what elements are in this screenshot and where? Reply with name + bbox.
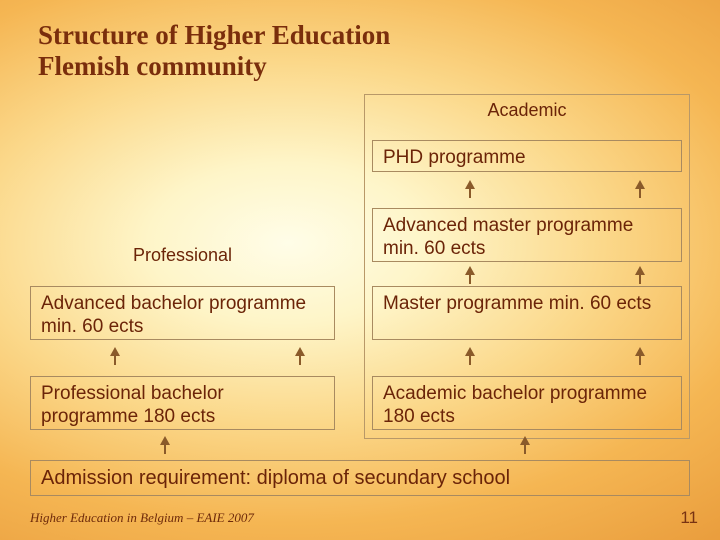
arrow-icon	[465, 347, 475, 356]
advanced-master-box: Advanced master programme min. 60 ects	[372, 208, 682, 262]
admission-text: Admission requirement: diploma of secund…	[41, 466, 510, 490]
professional-bachelor-text: Professional bachelor programme 180 ects	[41, 383, 324, 429]
arrow-icon	[635, 180, 645, 189]
phd-box: PHD programme	[372, 140, 682, 172]
title-line-2: Flemish community	[38, 51, 267, 81]
arrow-icon	[110, 347, 120, 356]
arrow-icon	[160, 436, 170, 445]
academic-bachelor-box: Academic bachelor programme 180 ects	[372, 376, 682, 430]
advanced-bachelor-text: Advanced bachelor programme min. 60 ects	[41, 293, 324, 339]
page-number: 11	[680, 508, 698, 528]
arrow-icon	[465, 266, 475, 275]
admission-box: Admission requirement: diploma of secund…	[30, 460, 690, 496]
advanced-bachelor-box: Advanced bachelor programme min. 60 ects	[30, 286, 335, 340]
arrow-icon	[635, 347, 645, 356]
professional-bachelor-box: Professional bachelor programme 180 ects	[30, 376, 335, 430]
advanced-master-text: Advanced master programme min. 60 ects	[383, 215, 671, 261]
slide-title: Structure of Higher Education Flemish co…	[38, 20, 390, 82]
footer-text: Higher Education in Belgium – EAIE 2007	[30, 510, 254, 526]
arrow-icon	[295, 347, 305, 356]
master-text: Master programme min. 60 ects	[383, 293, 651, 316]
professional-heading: Professional	[30, 245, 335, 266]
arrow-icon	[465, 180, 475, 189]
academic-heading: Academic	[364, 100, 690, 121]
arrow-icon	[520, 436, 530, 445]
title-line-1: Structure of Higher Education	[38, 20, 390, 50]
phd-text: PHD programme	[383, 147, 526, 170]
arrow-icon	[635, 266, 645, 275]
master-box: Master programme min. 60 ects	[372, 286, 682, 340]
academic-bachelor-text: Academic bachelor programme 180 ects	[383, 383, 671, 429]
